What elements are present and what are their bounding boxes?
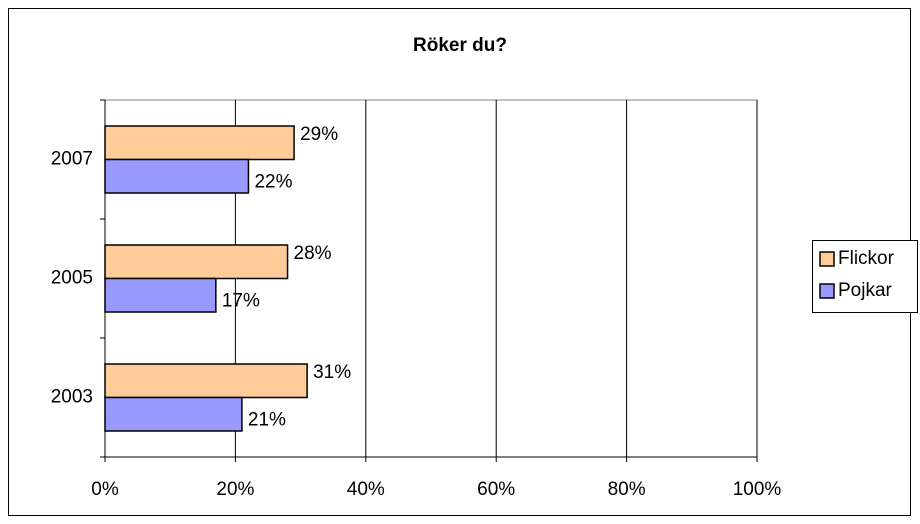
x-tick-label: 40% [347, 479, 385, 500]
y-tick-label: 2005 [51, 268, 93, 289]
data-label: 29% [300, 124, 338, 145]
bar [104, 158, 250, 194]
bar [104, 363, 308, 399]
x-tick-label: 20% [216, 479, 254, 500]
x-tick-label: 80% [608, 479, 646, 500]
bar [104, 396, 243, 432]
legend-label: Flickor [838, 248, 895, 269]
legend-label: Pojkar [838, 280, 893, 301]
y-tick-label: 2003 [51, 387, 93, 408]
data-label: 21% [248, 409, 286, 430]
data-label: 31% [313, 362, 351, 383]
x-tick-label: 0% [91, 479, 119, 500]
bar [104, 125, 295, 161]
x-tick-label: 100% [733, 479, 782, 500]
y-tick-label: 2007 [51, 149, 93, 170]
chart-title: Röker du? [413, 35, 507, 56]
data-label: 17% [222, 290, 260, 311]
data-label: 28% [294, 243, 332, 264]
bar [104, 277, 217, 313]
legend-swatch [819, 251, 835, 267]
x-tick-label: 60% [477, 479, 515, 500]
data-label: 22% [254, 171, 292, 192]
legend-swatch [819, 283, 835, 299]
bar [104, 244, 289, 280]
